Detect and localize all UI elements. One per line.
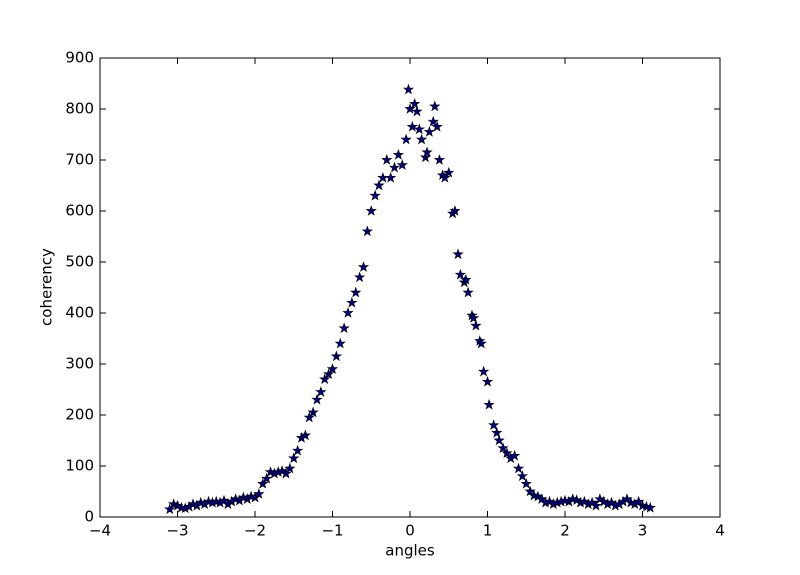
y-tick-label: 700 [65, 151, 94, 169]
point [315, 386, 327, 397]
point [164, 503, 176, 515]
point [443, 166, 455, 178]
point [365, 205, 377, 216]
point [516, 470, 529, 481]
point [433, 154, 446, 165]
point [346, 296, 358, 308]
y-tick-label: 400 [65, 304, 94, 322]
point [508, 449, 521, 461]
point [470, 319, 482, 331]
point [357, 261, 370, 272]
point [413, 123, 425, 135]
point [462, 286, 474, 298]
point [475, 337, 487, 349]
point [299, 429, 312, 441]
point [288, 452, 300, 464]
point [452, 248, 464, 260]
x-tick-label: 0 [405, 522, 415, 540]
point [404, 103, 416, 114]
point [454, 268, 467, 280]
point [590, 499, 602, 511]
point [644, 501, 656, 513]
point [421, 146, 433, 158]
x-tick-label: −1 [321, 522, 343, 540]
point [322, 368, 335, 379]
point [388, 161, 401, 173]
point [373, 179, 385, 191]
x-tick-label: 3 [638, 522, 648, 540]
point [481, 375, 494, 387]
point [291, 444, 304, 456]
point [409, 97, 421, 109]
point [512, 462, 525, 474]
point [280, 467, 292, 479]
point [326, 363, 339, 374]
point [396, 159, 408, 170]
point [501, 447, 513, 459]
point [369, 189, 381, 201]
point [400, 133, 412, 145]
point [493, 434, 505, 446]
point [524, 485, 536, 497]
x-axis-label: angles [385, 542, 435, 560]
point [307, 406, 319, 418]
point [284, 462, 296, 474]
point [402, 83, 415, 95]
point [253, 488, 265, 499]
point [330, 350, 343, 362]
y-tick-label: 900 [65, 49, 94, 67]
y-tick-label: 200 [65, 406, 94, 424]
point [488, 419, 500, 430]
x-tick-label: −2 [244, 522, 266, 540]
y-tick-label: 0 [84, 508, 94, 526]
y-tick-label: 800 [65, 100, 94, 118]
point [260, 472, 273, 484]
point [460, 273, 472, 285]
x-tick-label: 2 [560, 522, 570, 540]
point [477, 365, 490, 377]
point [311, 393, 323, 405]
x-tick-label: −3 [166, 522, 188, 540]
y-tick-label: 300 [65, 355, 94, 373]
point [342, 307, 354, 318]
point [632, 495, 645, 507]
point [406, 120, 418, 132]
plot-frame [99, 57, 721, 518]
point [334, 337, 346, 349]
x-tick-label: 4 [715, 522, 725, 540]
point [497, 442, 509, 453]
point [384, 171, 397, 183]
point [319, 373, 331, 385]
point [520, 477, 532, 489]
point [431, 120, 443, 132]
point [350, 286, 362, 298]
point [483, 398, 495, 410]
point [415, 133, 428, 145]
point [449, 205, 461, 216]
point [353, 271, 366, 283]
point [361, 225, 374, 237]
point [439, 171, 451, 183]
x-tick-label: −4 [89, 522, 111, 540]
point [429, 100, 441, 112]
point [411, 105, 423, 117]
y-tick-label: 100 [65, 457, 94, 475]
point [257, 477, 269, 489]
point [423, 126, 436, 137]
point [467, 312, 480, 323]
point [303, 411, 315, 423]
y-tick-label: 500 [65, 253, 94, 271]
x-tick-label: 1 [483, 522, 493, 540]
point [338, 322, 350, 334]
y-axis-label: coherency [38, 248, 56, 326]
point [427, 115, 439, 127]
y-tick-label: 600 [65, 202, 94, 220]
point [491, 426, 503, 438]
point [381, 154, 393, 165]
point [392, 148, 405, 160]
